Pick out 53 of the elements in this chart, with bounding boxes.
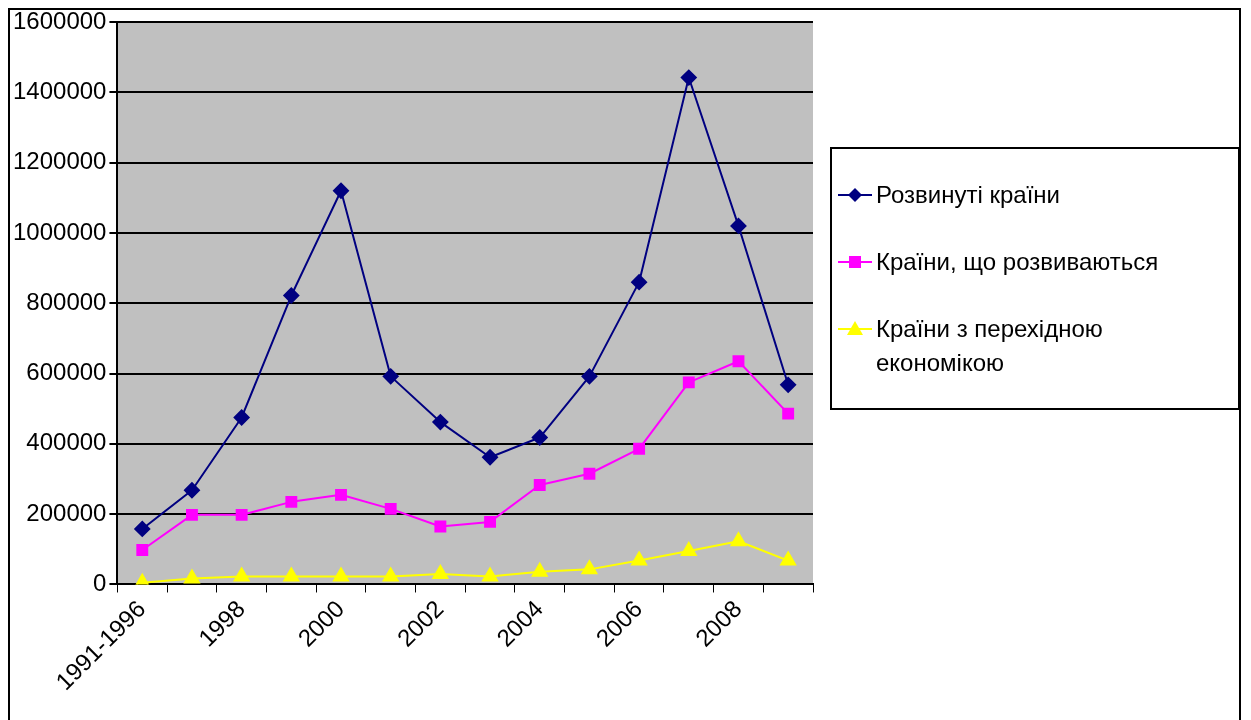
point bbox=[434, 520, 447, 533]
point bbox=[633, 442, 646, 455]
point bbox=[134, 520, 151, 537]
point bbox=[484, 515, 497, 528]
point bbox=[583, 467, 596, 480]
point bbox=[382, 567, 399, 582]
legend-label: Країни, що розвиваються bbox=[876, 246, 1159, 277]
point bbox=[333, 567, 349, 582]
y-tick-label: 200000 bbox=[26, 498, 107, 526]
point bbox=[184, 569, 200, 584]
point bbox=[631, 274, 648, 291]
legend-label: Розвинуті країни bbox=[876, 179, 1060, 210]
point bbox=[333, 182, 350, 199]
point bbox=[283, 287, 300, 304]
point bbox=[136, 544, 149, 556]
point bbox=[581, 560, 598, 575]
legend-label: Країни з перехідною економікою bbox=[876, 313, 1104, 378]
point bbox=[531, 429, 548, 446]
point bbox=[631, 551, 648, 566]
y-tick-label: 600000 bbox=[26, 358, 107, 386]
point bbox=[682, 376, 695, 389]
point bbox=[482, 567, 498, 582]
point bbox=[186, 508, 198, 521]
y-tick-label: 800000 bbox=[26, 287, 107, 315]
point bbox=[680, 542, 697, 557]
y-tick-label: 1600000 bbox=[13, 6, 107, 34]
point bbox=[533, 479, 546, 491]
y-tick-label: 0 bbox=[93, 569, 107, 597]
point bbox=[782, 407, 795, 420]
point bbox=[680, 69, 697, 86]
point bbox=[233, 409, 250, 426]
point bbox=[432, 414, 449, 431]
point bbox=[732, 355, 745, 368]
point bbox=[384, 502, 397, 515]
point bbox=[382, 368, 399, 385]
y-tick-label: 1200000 bbox=[13, 147, 107, 175]
point bbox=[780, 376, 797, 393]
point bbox=[183, 482, 200, 499]
y-tick-label: 400000 bbox=[26, 428, 107, 456]
point bbox=[283, 567, 300, 582]
y-tick-label: 1000000 bbox=[13, 217, 107, 245]
y-tick-label: 1400000 bbox=[13, 76, 107, 104]
point bbox=[581, 368, 598, 385]
point bbox=[780, 551, 797, 566]
point bbox=[285, 495, 298, 508]
point bbox=[531, 562, 548, 577]
point bbox=[335, 488, 347, 501]
point bbox=[432, 564, 449, 579]
point bbox=[730, 217, 747, 234]
point bbox=[482, 449, 499, 466]
point bbox=[235, 508, 248, 521]
point bbox=[730, 532, 747, 547]
point bbox=[233, 567, 250, 582]
